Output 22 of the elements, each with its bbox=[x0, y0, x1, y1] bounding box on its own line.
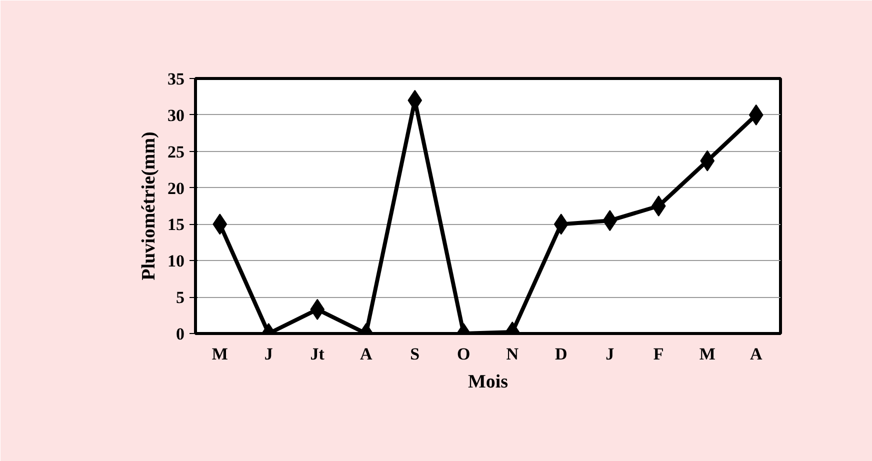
y-tick-label: 35 bbox=[168, 70, 184, 88]
x-axis-title: Mois bbox=[468, 372, 508, 392]
x-tick-label: M bbox=[699, 344, 716, 364]
y-tick-label: 15 bbox=[168, 215, 184, 234]
x-tick-label: J bbox=[264, 344, 274, 364]
x-tick-label: S bbox=[410, 344, 420, 364]
y-tick-label: 5 bbox=[176, 288, 184, 308]
y-tick-label: 30 bbox=[168, 106, 184, 125]
x-tick-label: A bbox=[750, 344, 763, 364]
y-axis-title: Pluviométrie(mm) bbox=[138, 132, 160, 280]
x-tick-label: N bbox=[506, 344, 520, 364]
y-tick-label: 25 bbox=[168, 142, 184, 162]
x-tick-label: J bbox=[606, 344, 615, 364]
y-tick-label: 0 bbox=[176, 324, 184, 344]
y-tick-label: 20 bbox=[168, 178, 184, 198]
x-tick-label: A bbox=[360, 344, 373, 364]
x-tick-label: D bbox=[554, 344, 568, 364]
y-tick-label: 10 bbox=[168, 252, 184, 271]
x-tick-label: M bbox=[212, 344, 228, 364]
x-tick-label: Jt bbox=[310, 344, 325, 364]
x-tick-label: F bbox=[653, 344, 664, 364]
x-tick-label: O bbox=[457, 344, 470, 364]
